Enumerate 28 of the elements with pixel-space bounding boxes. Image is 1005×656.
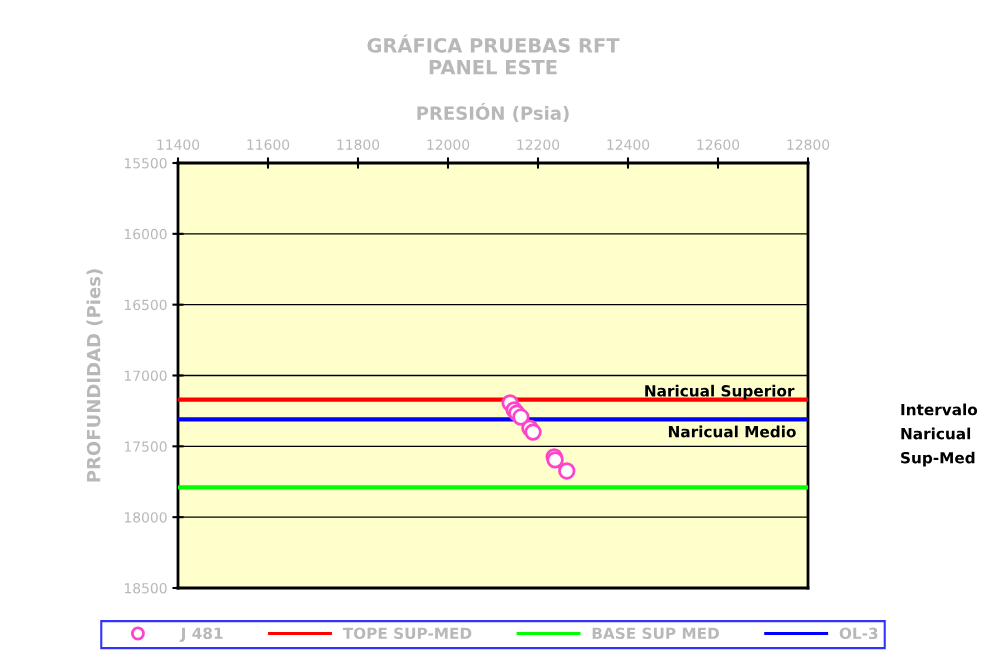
- chart-title: GRÁFICA PRUEBAS RFT PANEL ESTE: [367, 34, 620, 75]
- x-tick-label: 11800: [337, 139, 380, 150]
- legend-label: TOPE SUP-MED: [342, 627, 472, 640]
- point: [524, 423, 542, 441]
- y-tick-label: 16000: [124, 228, 167, 240]
- x-tick-label: 12000: [427, 139, 470, 150]
- x-tick-label: 11400: [157, 139, 200, 150]
- legend-label: BASE SUP MED: [592, 627, 719, 640]
- x-tick-label: 11600: [247, 139, 290, 150]
- x-tick-label: 12200: [517, 139, 560, 150]
- x-tick-label: 12800: [787, 139, 830, 150]
- annotation: Naricual Superior: [645, 384, 795, 400]
- y-tick-label: 18000: [124, 512, 167, 523]
- y-tick-label: 15500: [124, 157, 167, 169]
- point: [512, 408, 530, 426]
- y-axis-title: PROFUNDIDAD (Pies): [86, 269, 103, 482]
- y-tick-label: 17500: [124, 441, 167, 452]
- legend-label: OL-3: [839, 627, 878, 640]
- x-tick-label: 12600: [697, 139, 740, 150]
- x-tick-label: 12400: [607, 139, 650, 150]
- y-tick-label: 18500: [124, 582, 167, 594]
- y-tick-label: 17000: [124, 370, 167, 381]
- point: [558, 462, 576, 480]
- text: Intervalo Naricual Sup-Med: [901, 403, 978, 467]
- x-axis-title: PRESIÓN (Psia): [417, 102, 569, 123]
- annotation: Naricual Medio: [668, 425, 796, 438]
- legend-label: J 481: [179, 627, 223, 642]
- y-tick-label: 16500: [124, 299, 167, 311]
